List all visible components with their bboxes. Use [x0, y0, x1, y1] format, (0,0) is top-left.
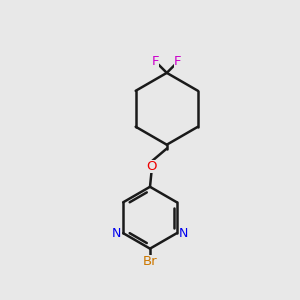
Text: N: N [178, 227, 188, 240]
Text: N: N [112, 227, 122, 240]
Text: O: O [146, 160, 157, 173]
Text: Br: Br [143, 255, 157, 268]
Text: F: F [174, 55, 182, 68]
Text: F: F [152, 55, 159, 68]
